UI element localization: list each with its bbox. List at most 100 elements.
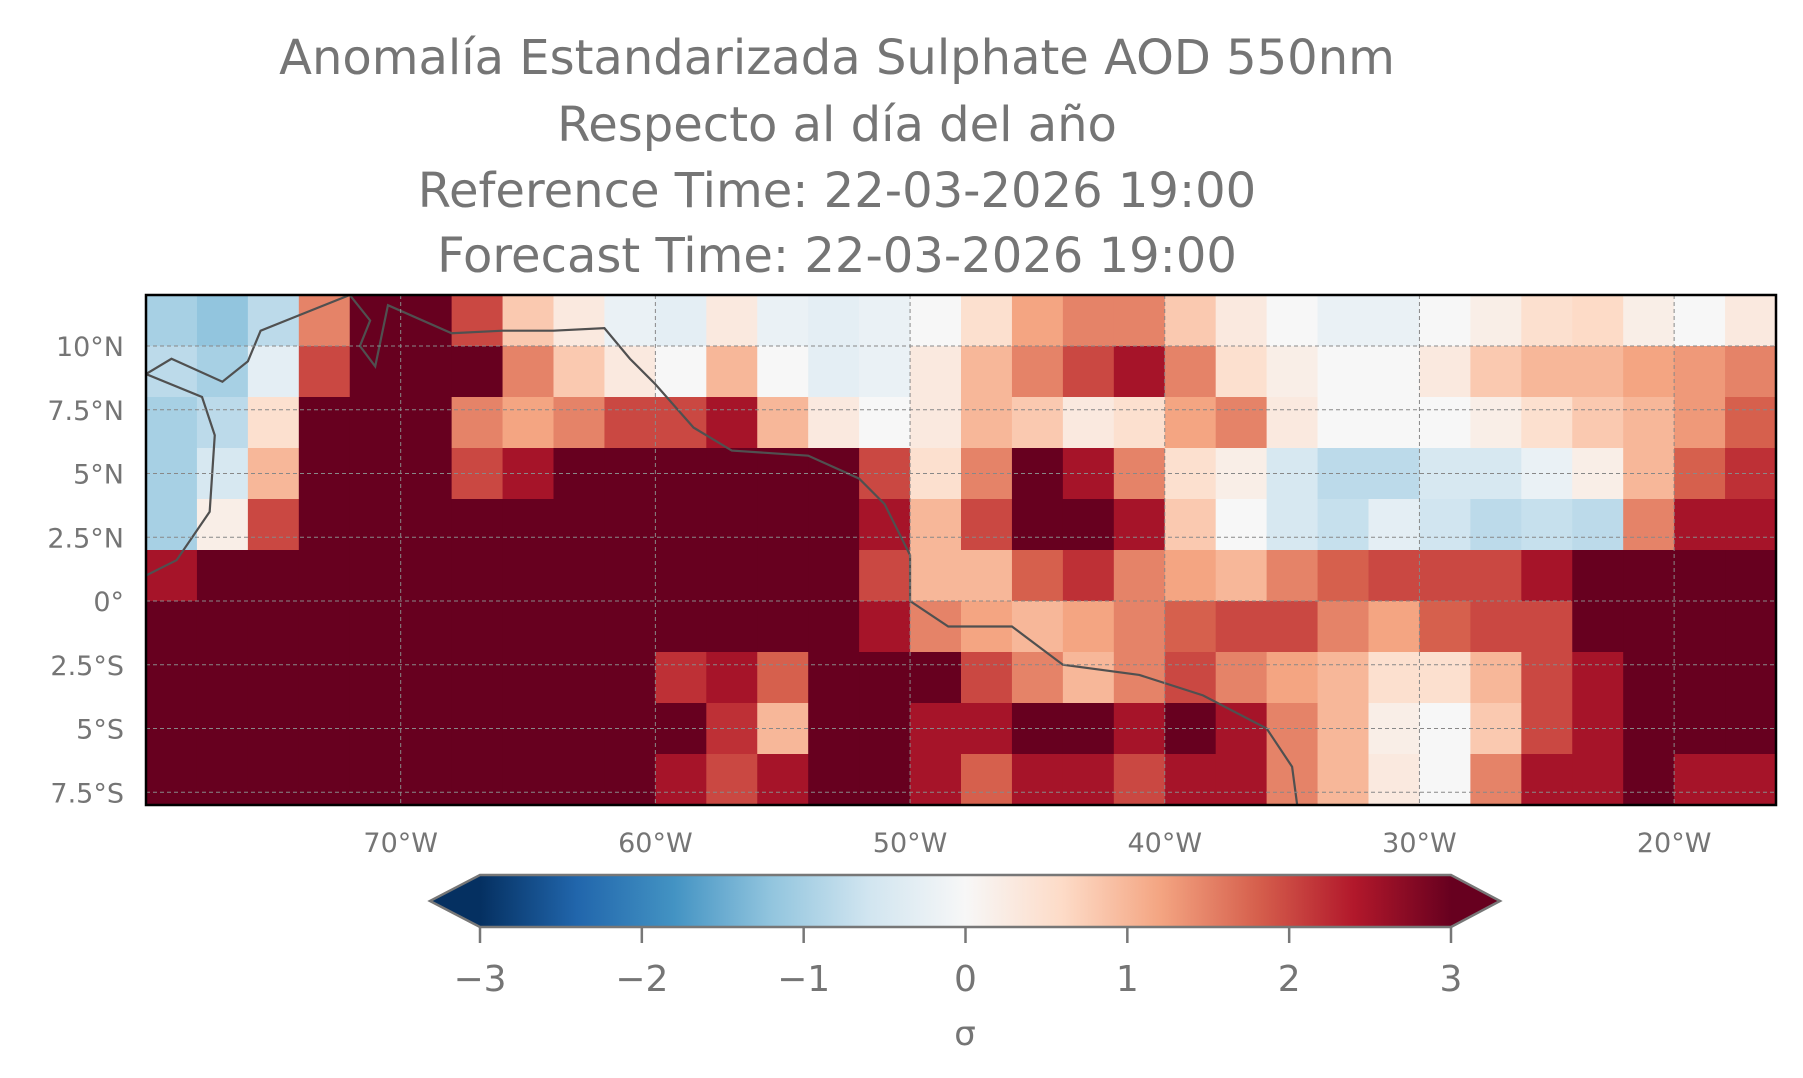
colorbar-extend-low [430,875,480,927]
heatmap-cell [910,754,962,805]
heatmap-cell [1368,295,1421,347]
heatmap-cell [1266,601,1319,653]
heatmap-cell [604,652,656,704]
heatmap-cell [1164,397,1217,449]
heatmap-cell [1623,601,1675,653]
heatmap-cell [298,397,351,449]
heatmap-cell [451,601,504,653]
heatmap-cell [196,652,249,704]
heatmap-cell [859,346,911,398]
heatmap-cell [910,346,962,398]
title-line-4: Forecast Time: 22-03-2026 19:00 [437,228,1237,284]
heatmap-cell [502,754,555,805]
colorbar-gradient [480,875,1451,927]
heatmap-cell [1725,550,1776,602]
heatmap-cell [1113,397,1166,449]
colorbar-tick-label: 0 [954,959,977,1000]
heatmap-cell [146,652,198,704]
heatmap-cell [1725,397,1776,449]
heatmap-cell [247,652,300,704]
heatmap-cell [146,601,198,653]
heatmap-cell [451,550,504,602]
heatmap-cell [553,550,606,602]
heatmap-cell [451,346,504,398]
heatmap-cell [808,550,860,602]
heatmap-cell [1266,397,1319,449]
heatmap-cell [961,295,1013,347]
heatmap-cell [1572,346,1624,398]
heatmap-cell [298,550,351,602]
heatmap-cell [961,550,1013,602]
heatmap-cell [1215,652,1268,704]
heatmap-cell [196,295,249,347]
heatmap-cell [1419,499,1471,551]
heatmap-cell [1521,397,1573,449]
heatmap-cell [1419,346,1471,398]
heatmap-cell [961,754,1013,805]
heatmap-cell [349,295,402,347]
heatmap-cell [1113,652,1166,704]
x-tick-label: 60°W [618,828,693,859]
colorbar-tick-label: −2 [615,959,668,1000]
heatmap-cell [196,550,249,602]
heatmap-cell [349,346,402,398]
colorbar-tick-label: 2 [1278,959,1301,1000]
heatmap-cell [1623,754,1675,805]
heatmap-cell [1062,397,1115,449]
y-tick-labels: 10°N 7.5°N 5°N 2.5°N 0° 2.5°S 5°S 7.5°S [47,332,124,809]
heatmap-cell [247,499,300,551]
heatmap-cell [1164,652,1217,704]
heatmap-cell [1113,754,1166,805]
heatmap-cell [1011,295,1064,347]
heatmap-cell [1215,754,1268,805]
x-tick-label: 30°W [1382,828,1457,859]
heatmap-cell [400,550,453,602]
heatmap-cell [349,601,402,653]
heatmap-cell [1317,754,1370,805]
heatmap-cell [553,601,606,653]
y-tick-label: 10°N [56,332,124,363]
heatmap-cell [1368,754,1421,805]
heatmap-cells [146,295,1776,805]
colorbar: −3 −2 −1 0 1 2 3 σ [427,873,1503,1054]
heatmap-cell [1419,754,1471,805]
heatmap-cell [146,754,198,805]
heatmap-cell [808,295,860,347]
heatmap-cell [910,499,962,551]
heatmap-cell [553,295,606,347]
heatmap-cell [1572,601,1624,653]
heatmap-cell [808,397,860,449]
heatmap-cell [1011,754,1064,805]
heatmap-cell [1164,499,1217,551]
heatmap-cell [1266,754,1319,805]
heatmap-cell [1470,754,1522,805]
heatmap-cell [1725,652,1776,704]
heatmap-cell [146,499,198,551]
heatmap-cell [859,397,911,449]
heatmap-cell [1572,550,1624,602]
heatmap-cell [1419,550,1471,602]
y-tick-label: 7.5°N [47,396,124,427]
heatmap-cell [1470,652,1522,704]
heatmap-cell [757,346,809,398]
heatmap-cell [859,754,911,805]
title-line-1: Anomalía Estandarizada Sulphate AOD 550n… [279,30,1395,86]
heatmap-cell [1623,499,1675,551]
heatmap-cell [1470,397,1522,449]
heatmap-cell [808,652,860,704]
x-tick-label: 50°W [873,828,948,859]
heatmap-cell [1215,346,1268,398]
heatmap-cell [1062,754,1115,805]
heatmap-cell [1215,397,1268,449]
heatmap-cell [298,754,351,805]
heatmap-cell [1623,550,1675,602]
heatmap-cell [1572,499,1624,551]
heatmap-cell [1674,754,1726,805]
heatmap-cell [1011,652,1064,704]
heatmap-cell [1368,550,1421,602]
heatmap-cell [502,499,555,551]
heatmap-cell [1419,397,1471,449]
heatmap-cell [553,499,606,551]
heatmap-cell [1062,652,1115,704]
heatmap-cell [553,754,606,805]
